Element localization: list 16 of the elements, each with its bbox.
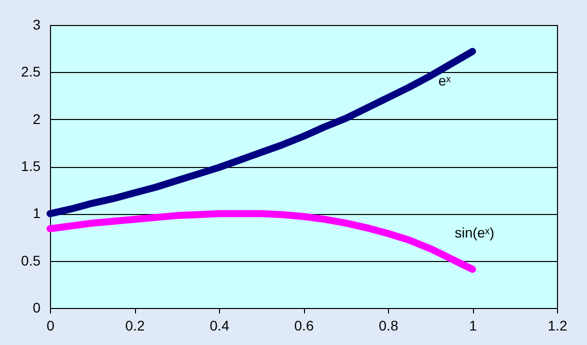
y-tick-label: 1: [32, 205, 41, 222]
x-tick-label: 0.8: [378, 318, 398, 334]
y-tick-label: 1.5: [21, 158, 41, 174]
x-tick-label: 1.2: [548, 318, 568, 334]
x-tick-label: 0.4: [210, 318, 230, 334]
series-label: eˣ: [438, 72, 452, 88]
y-tick-label: 2: [32, 110, 41, 127]
x-tick-label: 0.2: [125, 318, 145, 334]
series-label: sin(eˣ): [454, 224, 494, 240]
x-tick-label: 1: [469, 318, 478, 334]
y-tick-label: 2.5: [21, 64, 41, 80]
y-tick-label: 3: [32, 16, 41, 32]
y-tick-label: 0.5: [21, 252, 41, 268]
x-tick-label: 0.6: [294, 318, 314, 334]
x-tick-label: 0: [46, 318, 55, 334]
y-tick-label: 0: [32, 300, 41, 316]
